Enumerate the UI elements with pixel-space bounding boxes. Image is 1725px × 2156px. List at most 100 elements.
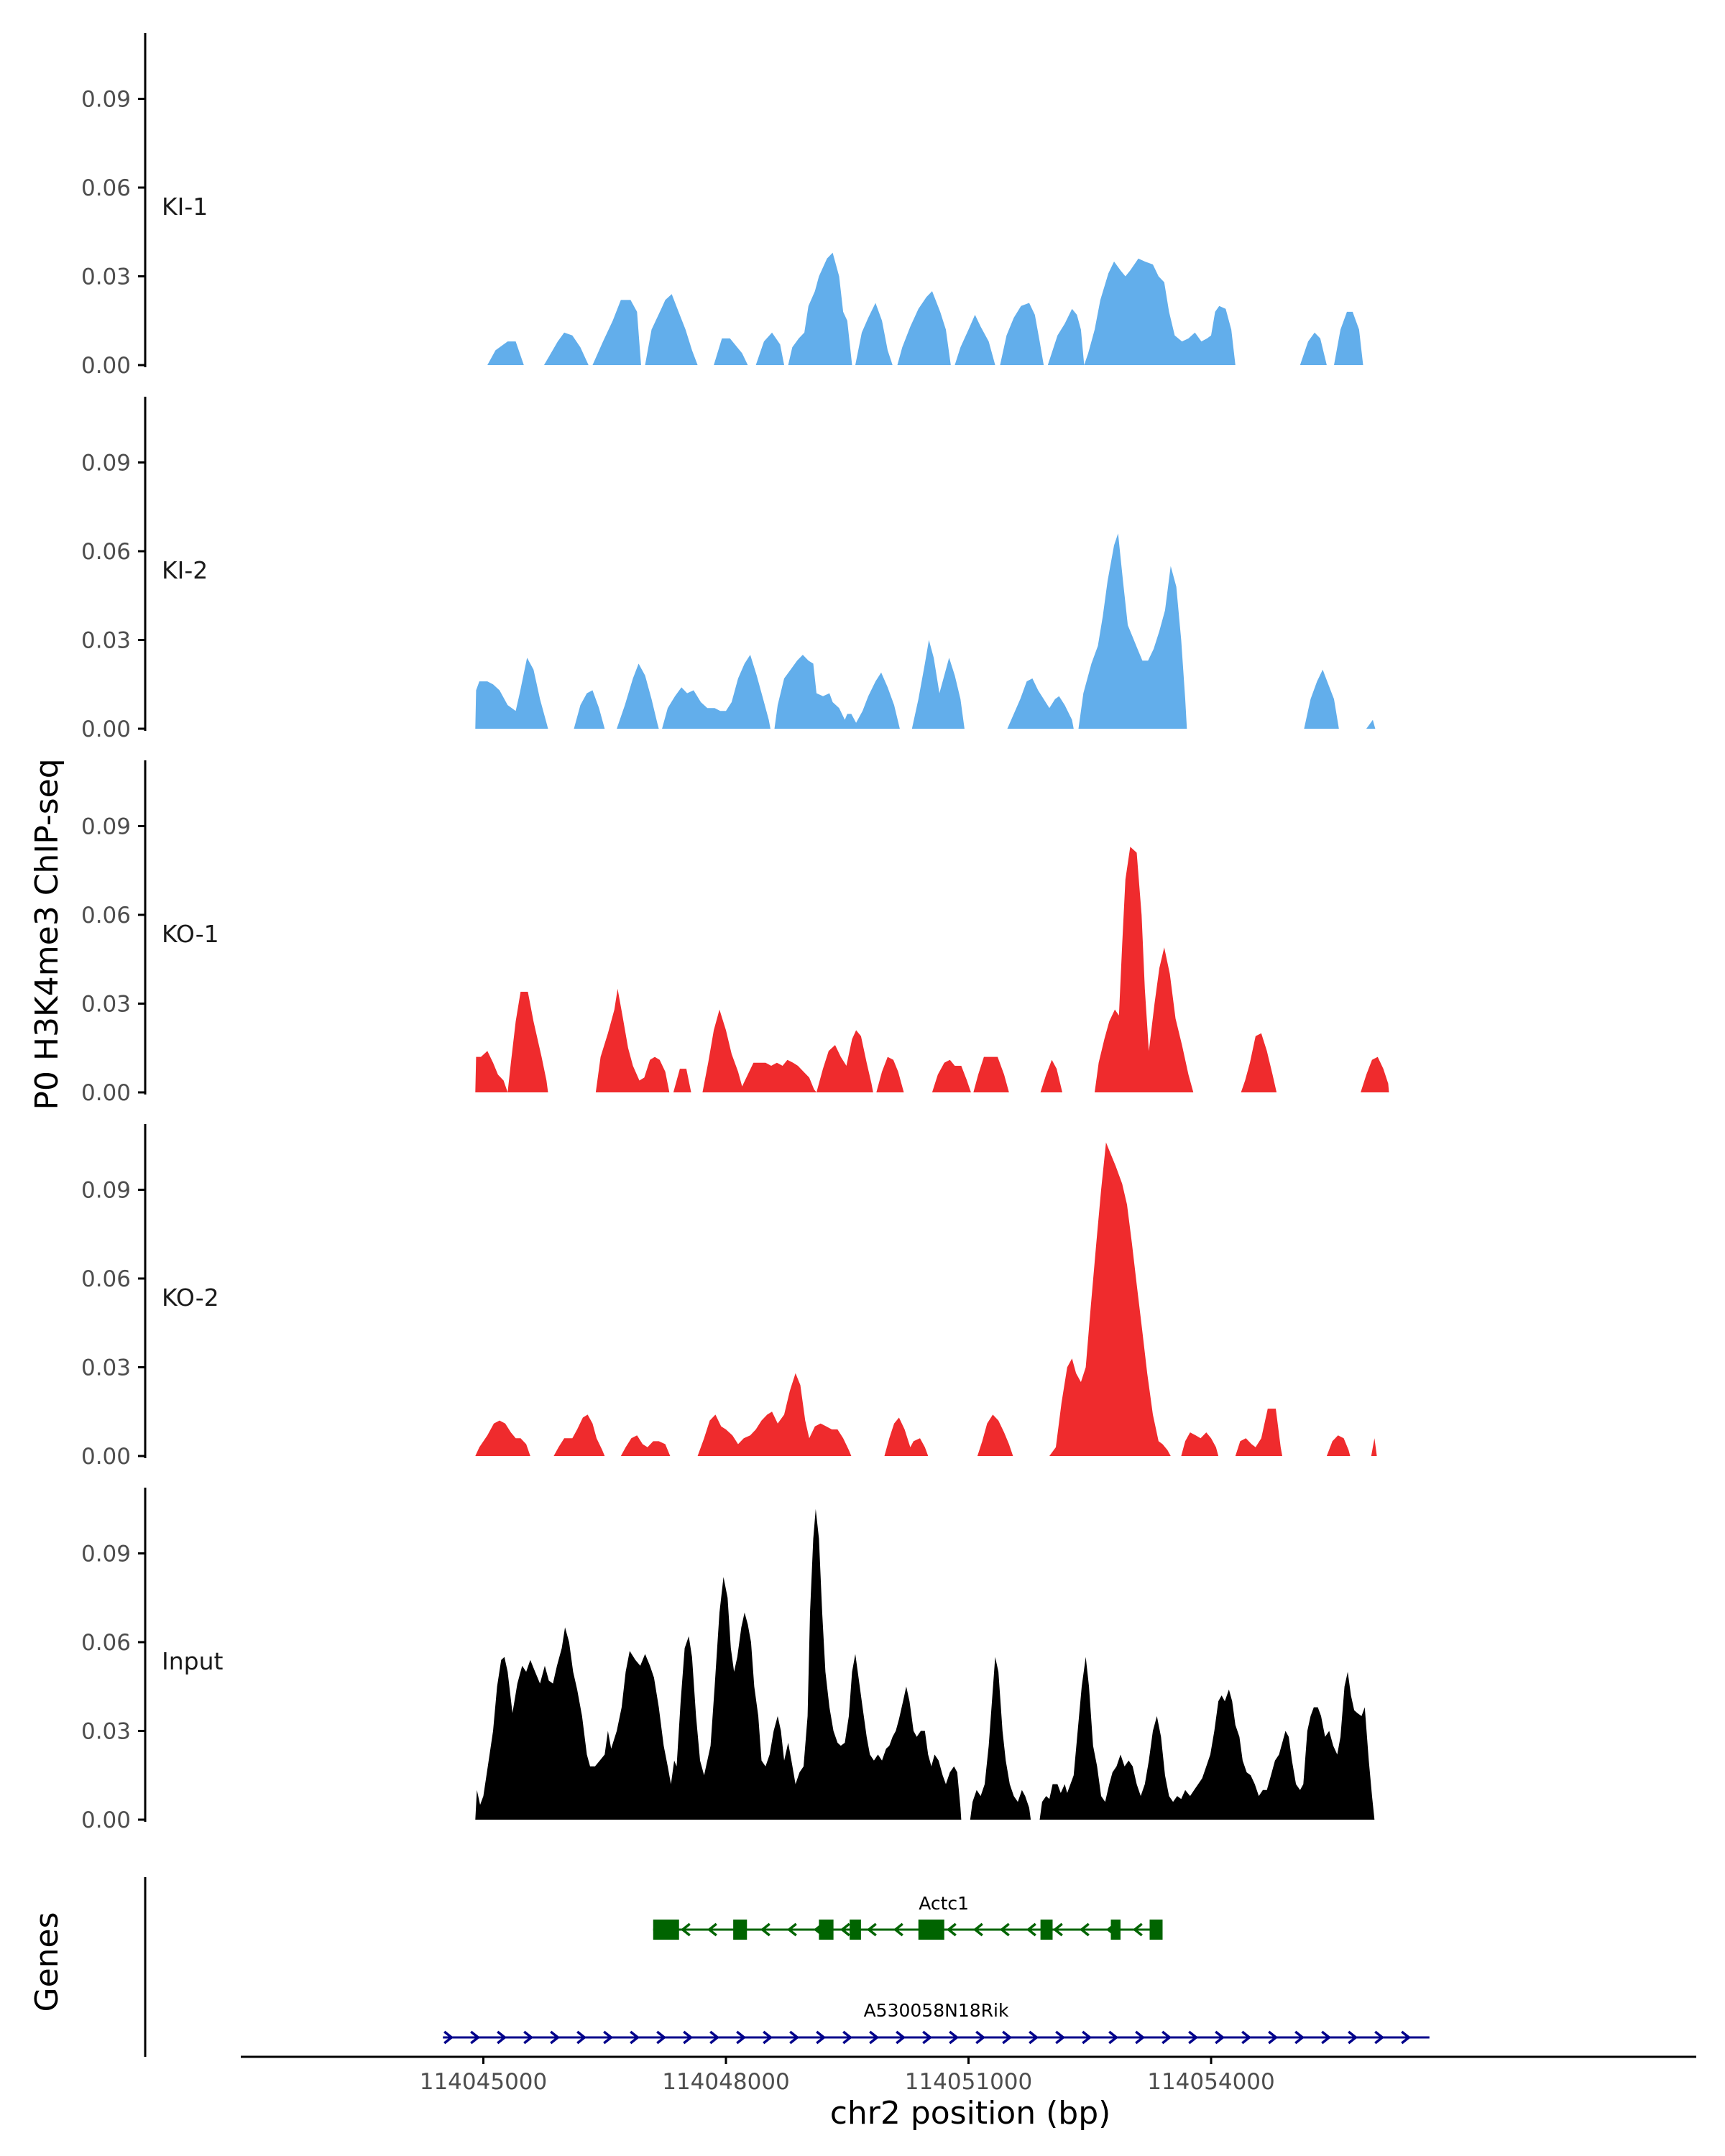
y-axis-title: P0 H3K4me3 ChIP-seq: [29, 758, 65, 1110]
strand-arrow-icon: [1294, 2030, 1304, 2045]
strand-arrow-icon: [1054, 1922, 1063, 1937]
strand-arrow-icon: [1321, 2030, 1330, 2045]
strand-arrow-icon: [470, 2030, 479, 2045]
strand-arrow-icon: [1080, 1922, 1090, 1937]
strand-arrow-icon: [763, 2030, 772, 2045]
strand-arrow-icon: [708, 1922, 717, 1937]
strand-arrow-icon: [949, 2030, 958, 2045]
y-tick-label: 0.09: [81, 451, 131, 476]
strand-arrow-icon: [736, 2030, 745, 2045]
strand-arrow-icon: [975, 2030, 985, 2045]
strand-arrow-icon: [922, 2030, 932, 2045]
strand-arrow-icon: [974, 1922, 983, 1937]
track-input: 0.00 0.03 0.06 0.09 Input: [81, 1488, 1375, 1833]
strand-arrow-icon: [1133, 1922, 1143, 1937]
strand-arrow-icon: [947, 1922, 957, 1937]
track-label-input: Input: [162, 1647, 224, 1675]
strand-arrow-icon: [842, 2030, 852, 2045]
strand-arrow-icon: [1108, 2030, 1118, 2045]
x-tick-label: 114048000: [662, 2069, 790, 2095]
strand-arrow-icon: [550, 2030, 559, 2045]
strand-arrow-icon: [1188, 2030, 1197, 2045]
strand-arrow-icon: [443, 2030, 453, 2045]
y-tick-label: 0.03: [81, 992, 131, 1018]
y-tick-label: 0.06: [81, 1266, 131, 1292]
track-ki-2: 0.00 0.03 0.06 0.09 KI-2: [81, 397, 1376, 742]
strand-arrow-icon: [1241, 2030, 1251, 2045]
y-tick-label: 0.09: [81, 87, 131, 113]
gene-exon: [653, 1920, 679, 1940]
gene-exon: [1110, 1920, 1121, 1940]
strand-arrow-icon: [683, 2030, 692, 2045]
tracks-layer: 0.00 0.03 0.06 0.09 KI-1 0.00 0.03 0.06 0.09 KI-2…: [81, 33, 1389, 1833]
gene-exon: [1149, 1920, 1163, 1940]
strand-arrow-icon: [788, 1922, 797, 1937]
gene-a530058n18rik: A530058N18Rik: [443, 2000, 1430, 2045]
strand-arrow-icon: [1027, 1922, 1036, 1937]
strand-arrow-icon: [1401, 2030, 1410, 2045]
strand-arrow-icon: [896, 2030, 905, 2045]
strand-arrow-icon: [1135, 2030, 1144, 2045]
strand-arrow-icon: [497, 2030, 506, 2045]
strand-arrow-icon: [1215, 2030, 1224, 2045]
y-tick-label: 0.09: [81, 814, 131, 840]
strand-arrow-icon: [1374, 2030, 1384, 2045]
y-tick-label: 0.06: [81, 175, 131, 201]
y-tick-label: 0.00: [81, 1444, 131, 1470]
gene-exon: [918, 1920, 944, 1940]
y-tick-label: 0.00: [81, 353, 131, 379]
track-label-ki-1: KI-1: [162, 193, 208, 221]
strand-arrow-icon: [1002, 2030, 1011, 2045]
y-tick-label: 0.09: [81, 1542, 131, 1567]
strand-arrow-icon: [869, 2030, 878, 2045]
strand-arrow-icon: [868, 1922, 877, 1937]
track-ki-1: 0.00 0.03 0.06 0.09 KI-1: [81, 33, 1363, 379]
gene-exon: [819, 1920, 834, 1940]
x-tick-label: 114051000: [905, 2069, 1033, 2095]
track-label-ko-1: KO-1: [162, 920, 219, 948]
signal-area-ki-1: [487, 252, 1363, 365]
strand-arrow-icon: [709, 2030, 719, 2045]
strand-arrow-icon: [841, 1922, 850, 1937]
strand-arrow-icon: [603, 2030, 612, 2045]
x-axis-title: chr2 position (bp): [830, 2095, 1111, 2132]
signal-area-ki-2: [475, 533, 1376, 729]
y-tick-label: 0.00: [81, 717, 131, 742]
strand-arrow-icon: [816, 2030, 825, 2045]
gene-label-a530058n18rik: A530058N18Rik: [864, 2000, 1009, 2021]
y-tick-label: 0.06: [81, 903, 131, 929]
genes-layer: Actc1 A530058N18Rik: [144, 1877, 1430, 2057]
strand-arrow-icon: [789, 2030, 799, 2045]
strand-arrow-icon: [1000, 1922, 1010, 1937]
x-axis: 114045000 114048000 114051000 114054000: [241, 2055, 1696, 2095]
track-label-ko-2: KO-2: [162, 1284, 219, 1312]
strand-arrow-icon: [681, 1922, 691, 1937]
y-tick-label: 0.09: [81, 1178, 131, 1204]
gene-actc1: Actc1: [653, 1893, 1163, 1940]
gene-exon: [733, 1920, 748, 1940]
x-tick-label: 114054000: [1147, 2069, 1275, 2095]
y-tick-label: 0.03: [81, 1355, 131, 1381]
gene-label-actc1: Actc1: [919, 1893, 969, 1914]
y-tick-label: 0.03: [81, 264, 131, 290]
y-tick-label: 0.06: [81, 1630, 131, 1656]
x-tick-label: 114045000: [420, 2069, 548, 2095]
signal-area-ko-1: [475, 847, 1389, 1092]
signal-area-input: [475, 1508, 1375, 1820]
y-tick-label: 0.00: [81, 1080, 131, 1106]
track-label-ki-2: KI-2: [162, 556, 208, 584]
y-tick-label: 0.00: [81, 1807, 131, 1833]
strand-arrow-icon: [1348, 2030, 1357, 2045]
strand-arrow-icon: [1055, 2030, 1064, 2045]
strand-arrow-icon: [1029, 2030, 1038, 2045]
strand-arrow-icon: [630, 2030, 639, 2045]
track-ko-2: 0.00 0.03 0.06 0.09 KO-2: [81, 1124, 1377, 1470]
gene-exon: [1040, 1920, 1053, 1940]
y-tick-label: 0.03: [81, 1719, 131, 1745]
y-tick-label: 0.06: [81, 539, 131, 565]
strand-arrow-icon: [576, 2030, 586, 2045]
strand-arrow-icon: [1162, 2030, 1171, 2045]
strand-arrow-icon: [761, 1922, 770, 1937]
strand-arrow-icon: [656, 2030, 666, 2045]
